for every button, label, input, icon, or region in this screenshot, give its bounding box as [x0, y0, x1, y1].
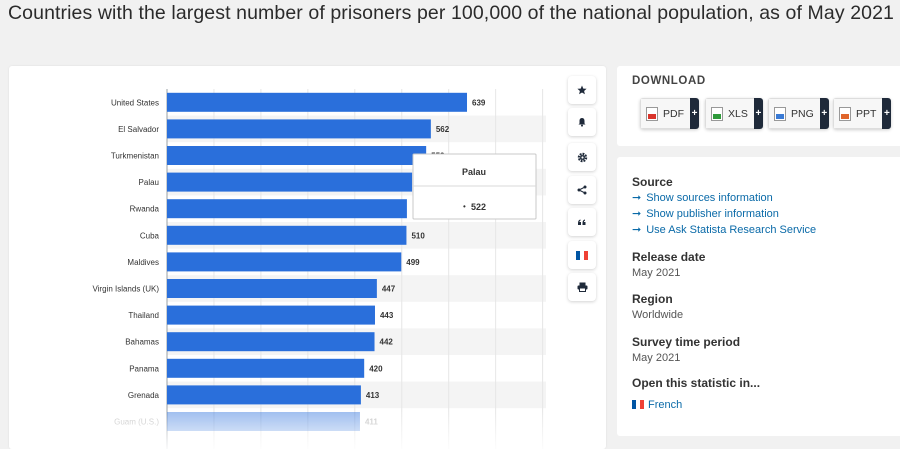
value-label: 499	[406, 258, 420, 267]
release-value: May 2021	[632, 267, 681, 279]
value-label: 413	[366, 391, 380, 400]
value-label: 442	[380, 338, 394, 347]
value-label: 562	[436, 125, 450, 134]
download-xls-button[interactable]: XLS +	[705, 98, 763, 129]
tooltip-title: Palau	[462, 167, 486, 177]
category-label: Cuba	[140, 231, 160, 240]
bar	[167, 199, 407, 219]
info-panel: Source ➞ Show sources information ➞ Show p…	[617, 157, 900, 436]
tooltip-bullet: •	[463, 202, 466, 211]
ask-statista-link[interactable]: ➞ Use Ask Statista Research Service	[632, 223, 816, 236]
arrow-right-icon: ➞	[632, 224, 642, 236]
download-panel: DOWNLOAD PDF + XLS + PNG + PPT +	[617, 66, 900, 146]
chart-panel: United States 639 El Salvador 562 Turkmenist…	[9, 66, 606, 449]
release-heading: Release date	[632, 250, 706, 264]
star-icon	[577, 85, 587, 95]
bar	[167, 252, 402, 272]
source-heading: Source	[632, 175, 673, 189]
show-publisher-link[interactable]: ➞ Show publisher information	[632, 207, 779, 220]
ppt-file-icon	[839, 106, 851, 121]
settings-button[interactable]	[568, 143, 596, 171]
value-label: 639	[472, 98, 486, 107]
open-french-label: French	[648, 399, 683, 411]
xls-label: XLS	[728, 107, 748, 120]
value-label: 510	[411, 231, 425, 240]
bar	[167, 146, 427, 165]
png-file-icon	[774, 106, 786, 121]
category-label: United States	[111, 98, 159, 107]
category-label: Grenada	[128, 391, 160, 400]
category-label: Bahamas	[125, 338, 159, 347]
ppt-plus: +	[882, 98, 892, 129]
category-label: Palau	[139, 178, 159, 187]
pdf-label: PDF	[663, 107, 684, 120]
bar	[167, 332, 375, 352]
category-label: El Salvador	[118, 125, 159, 134]
bar	[167, 279, 377, 298]
bar	[167, 92, 468, 112]
download-pdf-button[interactable]: PDF +	[640, 98, 699, 129]
pdf-plus: +	[690, 98, 699, 129]
survey-value: May 2021	[632, 352, 681, 364]
tooltip-value: 522	[471, 202, 486, 212]
category-label: Maldives	[127, 258, 159, 267]
arrow-right-icon: ➞	[632, 208, 642, 220]
bar	[167, 385, 361, 405]
region-heading: Region	[632, 292, 673, 306]
category-label: Thailand	[128, 311, 159, 320]
bar	[167, 358, 365, 378]
share-button[interactable]	[568, 176, 596, 204]
ask-statista-label: Use Ask Statista Research Service	[646, 224, 817, 236]
bottom-fade	[9, 411, 569, 449]
bar	[167, 119, 431, 139]
bar-chart: United States 639 El Salvador 562 Turkmenist…	[9, 89, 569, 449]
bar	[167, 172, 413, 192]
language-button[interactable]	[568, 241, 596, 269]
value-label: 447	[382, 285, 396, 294]
print-icon	[577, 282, 587, 292]
download-ppt-button[interactable]: PPT +	[833, 98, 892, 129]
survey-heading: Survey time period	[632, 335, 741, 349]
cite-button[interactable]	[568, 208, 596, 236]
category-label: Turkmenistan	[111, 152, 159, 161]
notification-button[interactable]	[568, 108, 596, 136]
download-title: DOWNLOAD	[632, 75, 706, 87]
show-publisher-label: Show publisher information	[646, 208, 779, 220]
category-label: Virgin Islands (UK)	[92, 285, 159, 294]
flag-fr-icon	[632, 400, 644, 409]
open-in-heading: Open this statistic in...	[632, 376, 761, 390]
region-value: Worldwide	[632, 309, 684, 321]
quote-icon	[578, 219, 586, 225]
png-label: PNG	[791, 107, 814, 120]
open-french-link[interactable]: French	[632, 399, 682, 411]
bar	[167, 305, 375, 325]
ppt-label: PPT	[856, 107, 877, 120]
favorite-button[interactable]	[568, 76, 596, 104]
show-sources-label: Show sources information	[646, 192, 773, 204]
pdf-file-icon	[646, 106, 658, 121]
xls-file-icon	[711, 106, 723, 121]
print-button[interactable]	[568, 273, 596, 301]
category-label: Panama	[129, 364, 159, 373]
arrow-right-icon: ➞	[632, 192, 642, 204]
value-label: 420	[369, 364, 383, 373]
xls-plus: +	[753, 98, 763, 129]
show-sources-link[interactable]: ➞ Show sources information	[632, 191, 773, 204]
bar	[167, 225, 407, 245]
bell-icon	[578, 118, 586, 127]
value-label: 443	[380, 311, 394, 320]
flag-fr-icon	[576, 250, 588, 260]
png-plus: +	[819, 98, 829, 129]
gear-icon	[577, 152, 587, 162]
share-icon	[577, 185, 587, 195]
page-title: Countries with the largest number of pri…	[8, 2, 894, 24]
category-label: Rwanda	[130, 205, 160, 214]
download-png-button[interactable]: PNG +	[768, 98, 829, 129]
